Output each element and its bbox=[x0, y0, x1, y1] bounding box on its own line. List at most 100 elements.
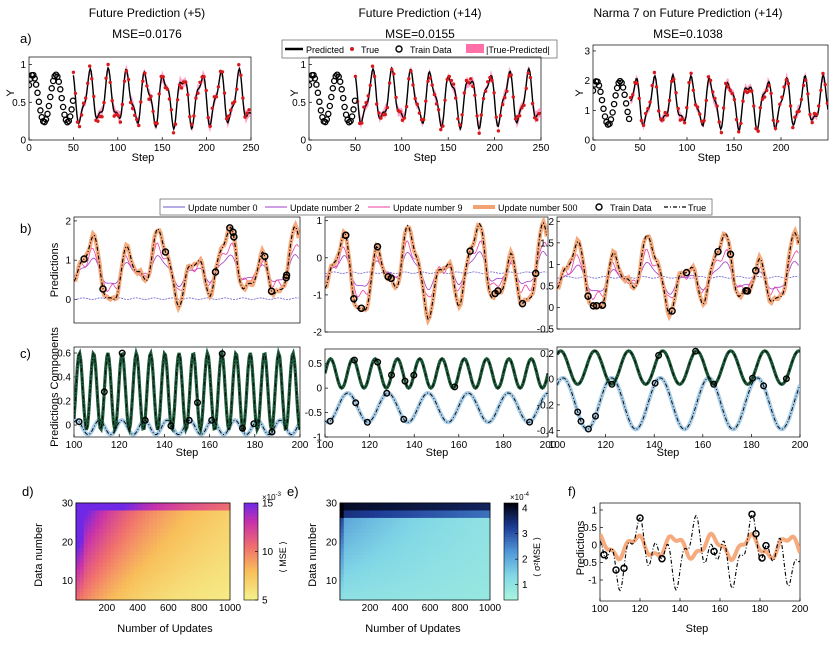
heat-cell-d bbox=[179, 510, 185, 515]
heat-cell-e bbox=[445, 510, 450, 515]
heat-cell-d bbox=[226, 529, 231, 534]
heat-cell-e bbox=[351, 514, 356, 519]
heat-cell-d bbox=[118, 592, 123, 597]
heat-cell-d bbox=[206, 577, 212, 582]
heat-cell-d bbox=[76, 544, 81, 549]
true-point-a1 bbox=[137, 123, 141, 128]
heat-cell-e bbox=[396, 544, 401, 549]
heat-cell-e bbox=[407, 570, 412, 575]
heat-cell-e bbox=[351, 547, 356, 552]
heat-cell-e bbox=[343, 536, 348, 541]
heat-cell-d bbox=[168, 517, 173, 523]
heat-cell-d bbox=[133, 596, 138, 601]
heat-cell-e bbox=[373, 577, 378, 582]
true-point-a1 bbox=[147, 97, 151, 101]
heat-cell-d bbox=[195, 562, 200, 567]
heat-cell-d bbox=[99, 551, 104, 556]
heat-cell-d bbox=[129, 558, 135, 564]
heat-cell-d bbox=[210, 566, 215, 571]
heat-cell-d bbox=[203, 536, 208, 541]
heat-cell-d bbox=[83, 558, 88, 564]
true-point-a1 bbox=[157, 92, 161, 96]
heat-cell-e bbox=[445, 581, 450, 586]
heat-cell-e bbox=[373, 581, 378, 586]
heat-cell-d bbox=[126, 510, 131, 515]
heat-cell-e bbox=[430, 503, 435, 508]
heat-cell-e bbox=[403, 506, 408, 511]
heat-cell-e bbox=[388, 536, 393, 541]
train-point-b1 bbox=[230, 233, 238, 241]
heat-cell-e bbox=[441, 566, 446, 571]
heat-cell-d bbox=[137, 532, 142, 537]
heat-cell-d bbox=[218, 536, 223, 541]
heat-cell-d bbox=[95, 506, 100, 511]
heat-cell-e bbox=[486, 555, 491, 560]
xlabel-e: Number of Updates bbox=[365, 623, 461, 635]
heat-cell-e bbox=[381, 573, 386, 579]
xlabel-c2: Step bbox=[426, 447, 449, 459]
heat-cell-e bbox=[343, 521, 348, 526]
heat-cell-e bbox=[437, 544, 442, 549]
true-point-a3 bbox=[680, 117, 685, 121]
heat-cell-d bbox=[133, 570, 138, 575]
heat-cell-d bbox=[145, 510, 150, 515]
heat-cell-e bbox=[377, 506, 382, 511]
true-point-a3 bbox=[670, 79, 674, 84]
heat-cell-e bbox=[482, 506, 487, 511]
heat-cell-d bbox=[206, 510, 212, 515]
heat-cell-e bbox=[343, 544, 348, 549]
heat-cell-d bbox=[183, 573, 189, 579]
heat-cell-d bbox=[214, 588, 219, 593]
true-point-a3 bbox=[825, 101, 828, 105]
heat-cell-d bbox=[114, 525, 119, 530]
heat-cell-d bbox=[222, 547, 227, 552]
heat-cell-d bbox=[126, 592, 131, 597]
heat-cell-d bbox=[95, 540, 100, 545]
heat-cell-e bbox=[396, 592, 401, 597]
heat-cell-d bbox=[99, 596, 104, 601]
heat-cell-d bbox=[110, 532, 115, 537]
xtick-label-d-4: 1000 bbox=[219, 603, 242, 614]
heat-cell-e bbox=[426, 547, 431, 552]
heat-cell-e bbox=[475, 517, 480, 523]
heat-cell-e bbox=[403, 596, 408, 601]
heat-cell-d bbox=[176, 558, 181, 564]
heat-cell-e bbox=[381, 596, 386, 601]
heat-cell-e bbox=[351, 503, 356, 508]
heat-cell-d bbox=[156, 506, 162, 511]
heat-cell-d bbox=[79, 588, 85, 593]
heat-cell-e bbox=[366, 540, 371, 545]
train-point-a2 bbox=[310, 71, 317, 79]
heat-cell-d bbox=[122, 521, 127, 526]
heat-cell-e bbox=[445, 517, 450, 523]
heat-cell-d bbox=[164, 562, 169, 567]
true-point-a1 bbox=[214, 95, 219, 99]
colorbar-cell-d bbox=[244, 553, 258, 557]
heat-cell-d bbox=[218, 517, 223, 523]
heat-cell-e bbox=[355, 570, 360, 575]
heat-cell-e bbox=[381, 588, 386, 593]
heat-cell-e bbox=[482, 581, 487, 586]
heat-cell-e bbox=[407, 540, 412, 545]
train-point-a1 bbox=[44, 110, 51, 118]
heat-cell-d bbox=[83, 514, 88, 519]
heat-cell-d bbox=[156, 585, 162, 590]
heat-cell-d bbox=[153, 555, 158, 560]
heat-cell-d bbox=[191, 585, 196, 590]
colorbar-cell-d bbox=[244, 522, 258, 526]
heat-cell-d bbox=[137, 592, 142, 597]
heat-cell-d bbox=[214, 529, 219, 534]
heat-cell-d bbox=[137, 536, 142, 541]
prediction-line-f bbox=[600, 531, 800, 562]
heat-cell-e bbox=[400, 555, 405, 560]
heat-cell-d bbox=[160, 581, 165, 586]
heat-cell-d bbox=[122, 532, 127, 537]
heat-cell-e bbox=[392, 592, 397, 597]
heat-cell-e bbox=[482, 517, 487, 523]
heat-cell-d bbox=[133, 506, 138, 511]
heat-cell-d bbox=[179, 581, 185, 586]
heat-cell-d bbox=[164, 585, 169, 590]
heat-cell-e bbox=[460, 525, 465, 530]
heat-cell-e bbox=[418, 566, 423, 571]
heat-cell-e bbox=[467, 577, 472, 582]
